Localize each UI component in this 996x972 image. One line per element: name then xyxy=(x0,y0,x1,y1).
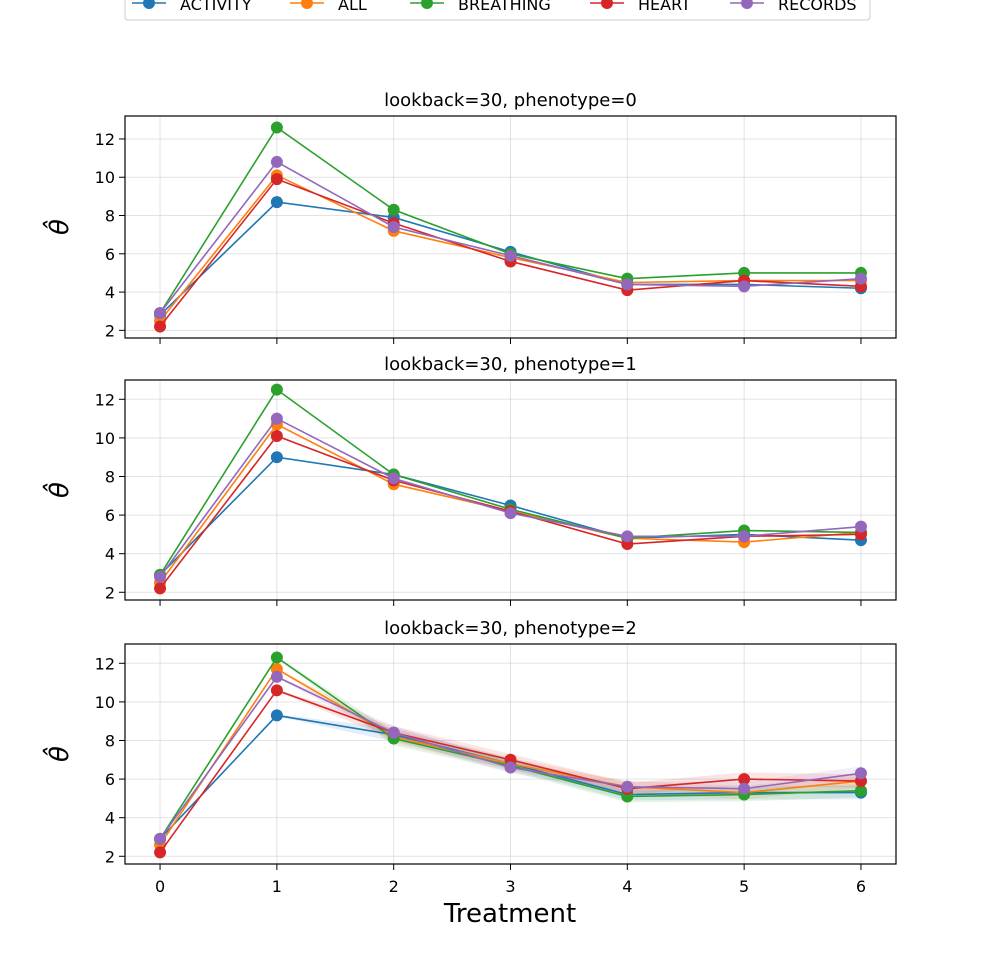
legend-entry: ALL xyxy=(290,0,367,14)
x-tick-label: 6 xyxy=(856,877,866,896)
x-tick-label: 3 xyxy=(505,877,515,896)
legend: ACTIVITY ALL BREATHING HEART RECORDS xyxy=(124,0,871,21)
data-point xyxy=(738,773,751,786)
x-tick-label: 5 xyxy=(739,877,749,896)
subplot-0: lookback=30, phenotype=0 2 4 6 8 10 12 θ̂ xyxy=(41,90,897,344)
x-tick-label: 1 xyxy=(272,877,282,896)
series-records xyxy=(154,155,867,320)
legend-entry: RECORDS xyxy=(730,0,857,14)
data-point xyxy=(854,272,867,285)
y-tick-label: 6 xyxy=(105,245,115,264)
data-point xyxy=(387,203,400,216)
y-axis-label: θ̂ xyxy=(41,482,75,498)
legend-label: RECORDS xyxy=(778,0,857,14)
data-point xyxy=(387,726,400,739)
subplot-1: lookback=30, phenotype=1 2 4 6 8 10 12 θ̂ xyxy=(41,354,897,606)
data-point xyxy=(270,684,283,697)
panels: lookback=30, phenotype=024681012θ̂lookba… xyxy=(41,90,897,896)
data-point xyxy=(621,278,634,291)
data-point xyxy=(854,520,867,533)
legend-label: ALL xyxy=(338,0,367,14)
legend-marker xyxy=(741,0,753,9)
data-point xyxy=(504,761,517,774)
y-tick-label: 4 xyxy=(105,545,115,564)
y-tick-label: 10 xyxy=(95,168,115,187)
y-tick-label: 4 xyxy=(105,809,115,828)
data-point xyxy=(154,832,167,845)
data-point xyxy=(738,782,751,795)
data-point xyxy=(270,651,283,664)
data-point xyxy=(270,196,283,209)
data-point xyxy=(621,530,634,543)
data-point xyxy=(621,780,634,793)
data-point xyxy=(270,383,283,396)
y-tick-label: 12 xyxy=(95,654,115,673)
y-tick-label: 2 xyxy=(105,583,115,602)
x-tick-label: 0 xyxy=(155,877,165,896)
data-point xyxy=(270,709,283,722)
data-point xyxy=(154,307,167,320)
data-point xyxy=(154,582,167,595)
x-tick-label: 4 xyxy=(622,877,632,896)
data-point xyxy=(154,320,167,333)
data-point xyxy=(270,173,283,186)
legend-label: HEART xyxy=(638,0,691,14)
legend-entry: HEART xyxy=(590,0,691,14)
y-axis-label: θ̂ xyxy=(41,219,75,235)
legend-marker xyxy=(143,0,155,9)
y-tick-label: 4 xyxy=(105,283,115,302)
legend-marker xyxy=(301,0,313,9)
data-point xyxy=(154,570,167,583)
data-point xyxy=(270,451,283,464)
y-axis-label: θ̂ xyxy=(41,746,75,762)
y-tick-label: 12 xyxy=(95,390,115,409)
y-tick-label: 10 xyxy=(95,693,115,712)
data-point xyxy=(854,767,867,780)
subplot-title: lookback=30, phenotype=1 xyxy=(384,354,637,375)
data-point xyxy=(270,121,283,134)
legend-label: BREATHING xyxy=(458,0,551,14)
series-records xyxy=(154,670,867,845)
series-records xyxy=(154,412,867,583)
y-tick-label: 2 xyxy=(105,847,115,866)
legend-marker xyxy=(601,0,613,9)
subplot-title: lookback=30, phenotype=2 xyxy=(384,618,637,639)
y-tick-label: 8 xyxy=(105,207,115,226)
data-point xyxy=(154,846,167,859)
data-point xyxy=(854,784,867,797)
legend-label: ACTIVITY xyxy=(180,0,252,14)
x-tick-label: 2 xyxy=(389,877,399,896)
legend-marker xyxy=(421,0,433,9)
y-tick-label: 6 xyxy=(105,770,115,789)
data-point xyxy=(270,670,283,683)
data-point xyxy=(504,249,517,262)
data-point xyxy=(270,412,283,425)
y-tick-label: 10 xyxy=(95,429,115,448)
y-tick-label: 2 xyxy=(105,321,115,340)
data-point xyxy=(738,530,751,543)
y-tick-label: 8 xyxy=(105,731,115,750)
y-tick-label: 8 xyxy=(105,467,115,486)
data-point xyxy=(387,472,400,485)
data-point xyxy=(270,155,283,168)
data-point xyxy=(387,221,400,233)
legend-entry: BREATHING xyxy=(410,0,551,14)
x-axis-label: Treatment xyxy=(443,899,576,929)
data-point xyxy=(270,429,283,442)
y-tick-label: 6 xyxy=(105,506,115,525)
legend-entry: ACTIVITY xyxy=(132,0,252,14)
data-point xyxy=(504,507,517,520)
data-point xyxy=(738,280,751,293)
y-tick-label: 12 xyxy=(95,130,115,149)
subplot-title: lookback=30, phenotype=0 xyxy=(384,90,637,111)
